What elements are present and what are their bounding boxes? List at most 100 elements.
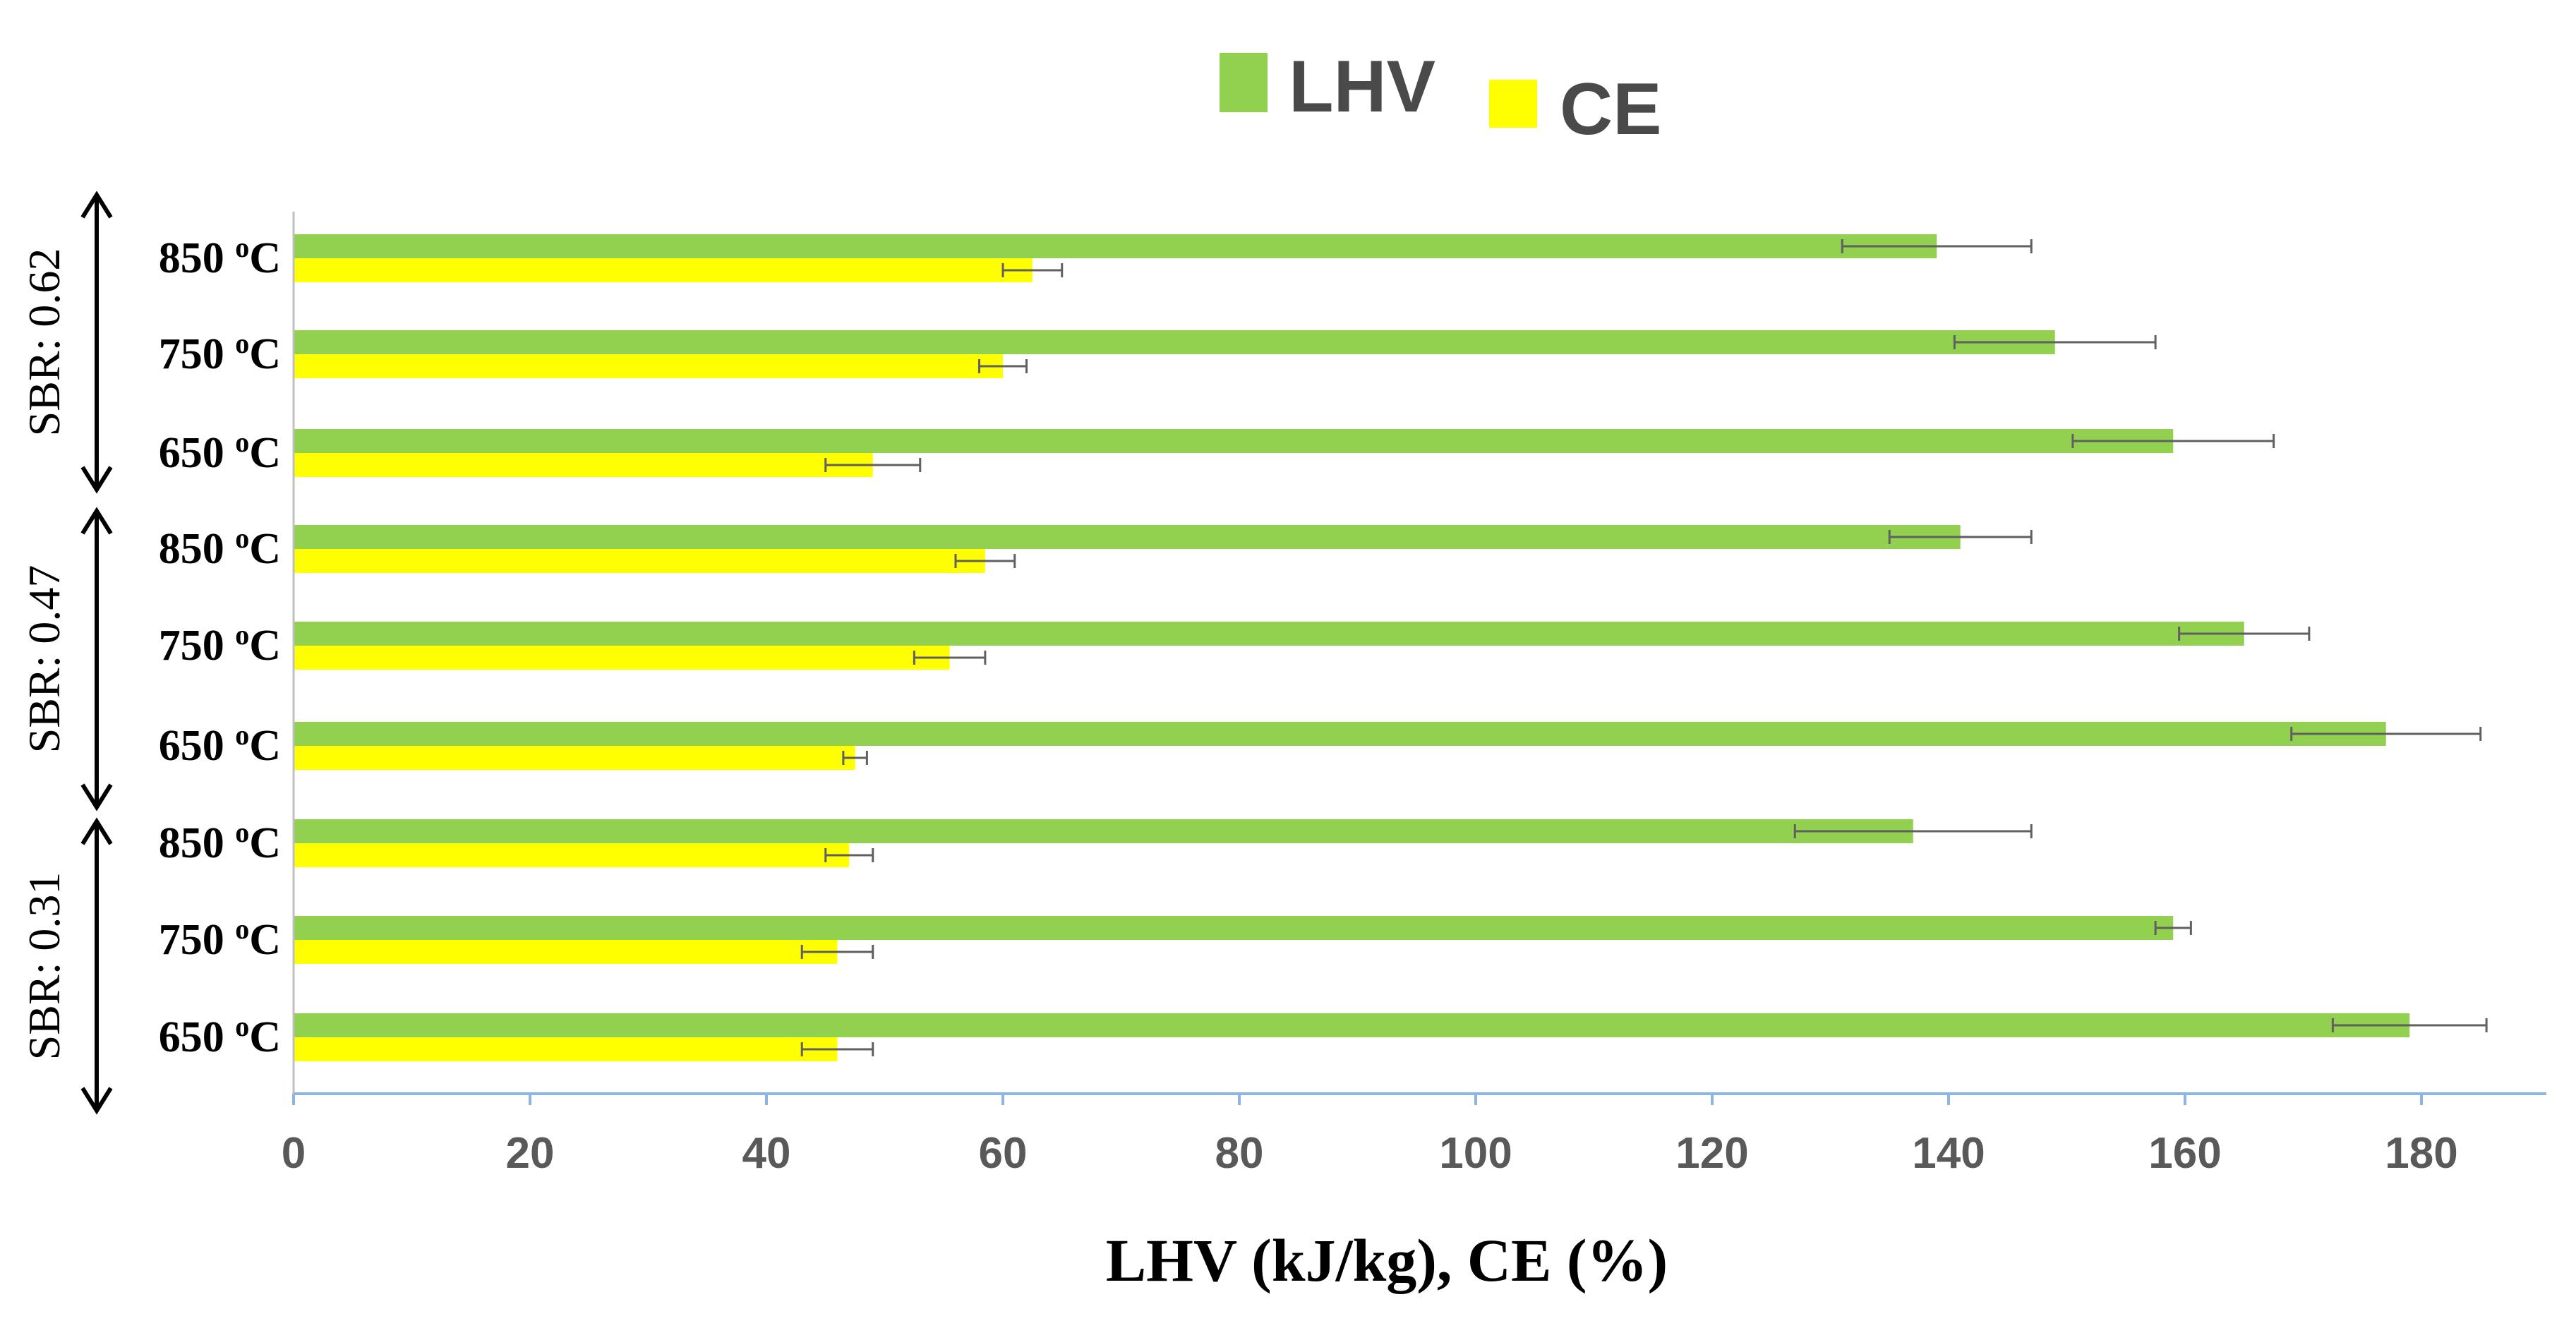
group-label-sbr-047: SBR: 0.47 [19, 565, 69, 754]
bars [294, 234, 2410, 1061]
bar-ce-2 [294, 354, 1003, 378]
error-bar-ce-5 [913, 651, 987, 665]
x-tick-label-120: 120 [1675, 1129, 1748, 1178]
bar-lhv-1 [294, 234, 1937, 258]
x-tick-label-40: 40 [742, 1129, 791, 1178]
error-bar-ce-3 [824, 458, 922, 472]
category-unit: C [249, 1013, 281, 1061]
category-unit: C [249, 234, 281, 282]
category-temp: 850 [159, 234, 236, 282]
category-unit: C [249, 722, 281, 770]
error-bar-ce-4 [954, 554, 1016, 568]
category-degree: o [235, 327, 249, 359]
category-degree: o [235, 913, 249, 945]
bar-lhv-3 [294, 429, 2174, 453]
bar-lhv-5 [294, 622, 2244, 646]
x-tick-label-180: 180 [2385, 1129, 2457, 1178]
category-label-4: 850 oC [159, 522, 281, 573]
category-temp: 650 [159, 1013, 236, 1061]
error-bar-lhv-7 [1793, 824, 2033, 838]
category-label-3: 650 oC [159, 426, 281, 477]
category-unit: C [249, 916, 281, 964]
bar-lhv-6 [294, 722, 2386, 746]
error-bar-lhv-8 [2154, 921, 2192, 935]
group-label-sbr-031: SBR: 0.31 [19, 872, 69, 1061]
bar-lhv-9 [294, 1013, 2410, 1037]
category-label-2: 750 oC [159, 327, 281, 378]
category-degree: o [235, 619, 249, 651]
error-bar-ce-1 [1001, 263, 1064, 277]
x-tick-label-140: 140 [1912, 1129, 1985, 1178]
x-axis: 0 20 40 60 80 100 120 140 160 180 [282, 1092, 2546, 1178]
x-tick-label-80: 80 [1215, 1129, 1264, 1178]
error-bar-ce-2 [978, 359, 1028, 373]
error-bar-lhv-3 [2071, 434, 2275, 448]
category-temp: 850 [159, 819, 236, 867]
group-labels: SBR: 0.62 SBR: 0.47 SBR: 0.31 [19, 191, 113, 1115]
bar-ce-1 [294, 258, 1033, 282]
bar-lhv-8 [294, 916, 2174, 940]
category-unit: C [249, 819, 281, 867]
error-bars [800, 239, 2488, 1056]
category-unit: C [249, 330, 281, 378]
x-axis-title: LHV (kJ/kg), CE (%) [1106, 1226, 1668, 1294]
bar-lhv-2 [294, 330, 2055, 354]
bar-ce-9 [294, 1037, 838, 1061]
error-bar-lhv-4 [1888, 530, 2033, 544]
x-tick-label-160: 160 [2148, 1129, 2221, 1178]
group-arrow-up-icon [80, 817, 113, 845]
x-tick-label-60: 60 [979, 1129, 1028, 1178]
category-degree: o [235, 719, 249, 751]
category-degree: o [235, 816, 249, 848]
category-label-9: 650 oC [159, 1010, 281, 1061]
category-temp: 750 [159, 916, 236, 964]
legend-label-ce: CE [1560, 68, 1661, 150]
bar-ce-4 [294, 549, 985, 573]
category-unit: C [249, 525, 281, 573]
category-temp: 650 [159, 722, 236, 770]
legend-label-lhv: LHV [1289, 46, 1436, 128]
category-label-8: 750 oC [159, 913, 281, 964]
bar-ce-6 [294, 746, 855, 770]
error-bar-ce-6 [842, 751, 868, 765]
category-degree: o [235, 231, 249, 263]
error-bar-ce-9 [800, 1042, 874, 1056]
bar-lhv-4 [294, 525, 1961, 549]
category-degree: o [235, 522, 249, 554]
legend-swatch-ce [1489, 80, 1537, 128]
error-bar-lhv-5 [2178, 627, 2311, 641]
bar-ce-3 [294, 453, 873, 477]
error-bar-lhv-9 [2331, 1018, 2488, 1032]
error-bar-ce-7 [824, 848, 874, 862]
group-arrow-up-icon [80, 191, 113, 219]
category-degree: o [235, 1010, 249, 1042]
category-temp: 750 [159, 330, 236, 378]
category-temp: 750 [159, 622, 236, 670]
legend-swatch-lhv [1220, 53, 1268, 112]
bar-lhv-7 [294, 819, 1913, 843]
bar-ce-5 [294, 646, 950, 670]
category-degree: o [235, 426, 249, 458]
bar-ce-7 [294, 843, 850, 867]
group-arrow-down-icon [80, 783, 113, 811]
category-label-1: 850 oC [159, 231, 281, 282]
category-temp: 850 [159, 525, 236, 573]
group-arrow-down-icon [80, 466, 113, 494]
group-arrow-up-icon [80, 507, 113, 535]
group-label-sbr-062: SBR: 0.62 [19, 248, 69, 437]
error-bar-lhv-2 [1953, 335, 2157, 349]
group-sbr-062: SBR: 0.62 [19, 191, 113, 494]
error-bar-ce-8 [800, 945, 874, 959]
category-label-7: 850 oC [159, 816, 281, 867]
category-temp: 650 [159, 429, 236, 477]
category-unit: C [249, 622, 281, 670]
x-tick-label-100: 100 [1439, 1129, 1512, 1178]
category-unit: C [249, 429, 281, 477]
error-bar-lhv-1 [1841, 239, 2033, 253]
error-bar-lhv-6 [2290, 727, 2482, 741]
group-sbr-047: SBR: 0.47 [19, 507, 113, 811]
category-label-6: 650 oC [159, 719, 281, 770]
bar-ce-8 [294, 940, 838, 964]
legend: LHV CE [1220, 46, 1661, 150]
